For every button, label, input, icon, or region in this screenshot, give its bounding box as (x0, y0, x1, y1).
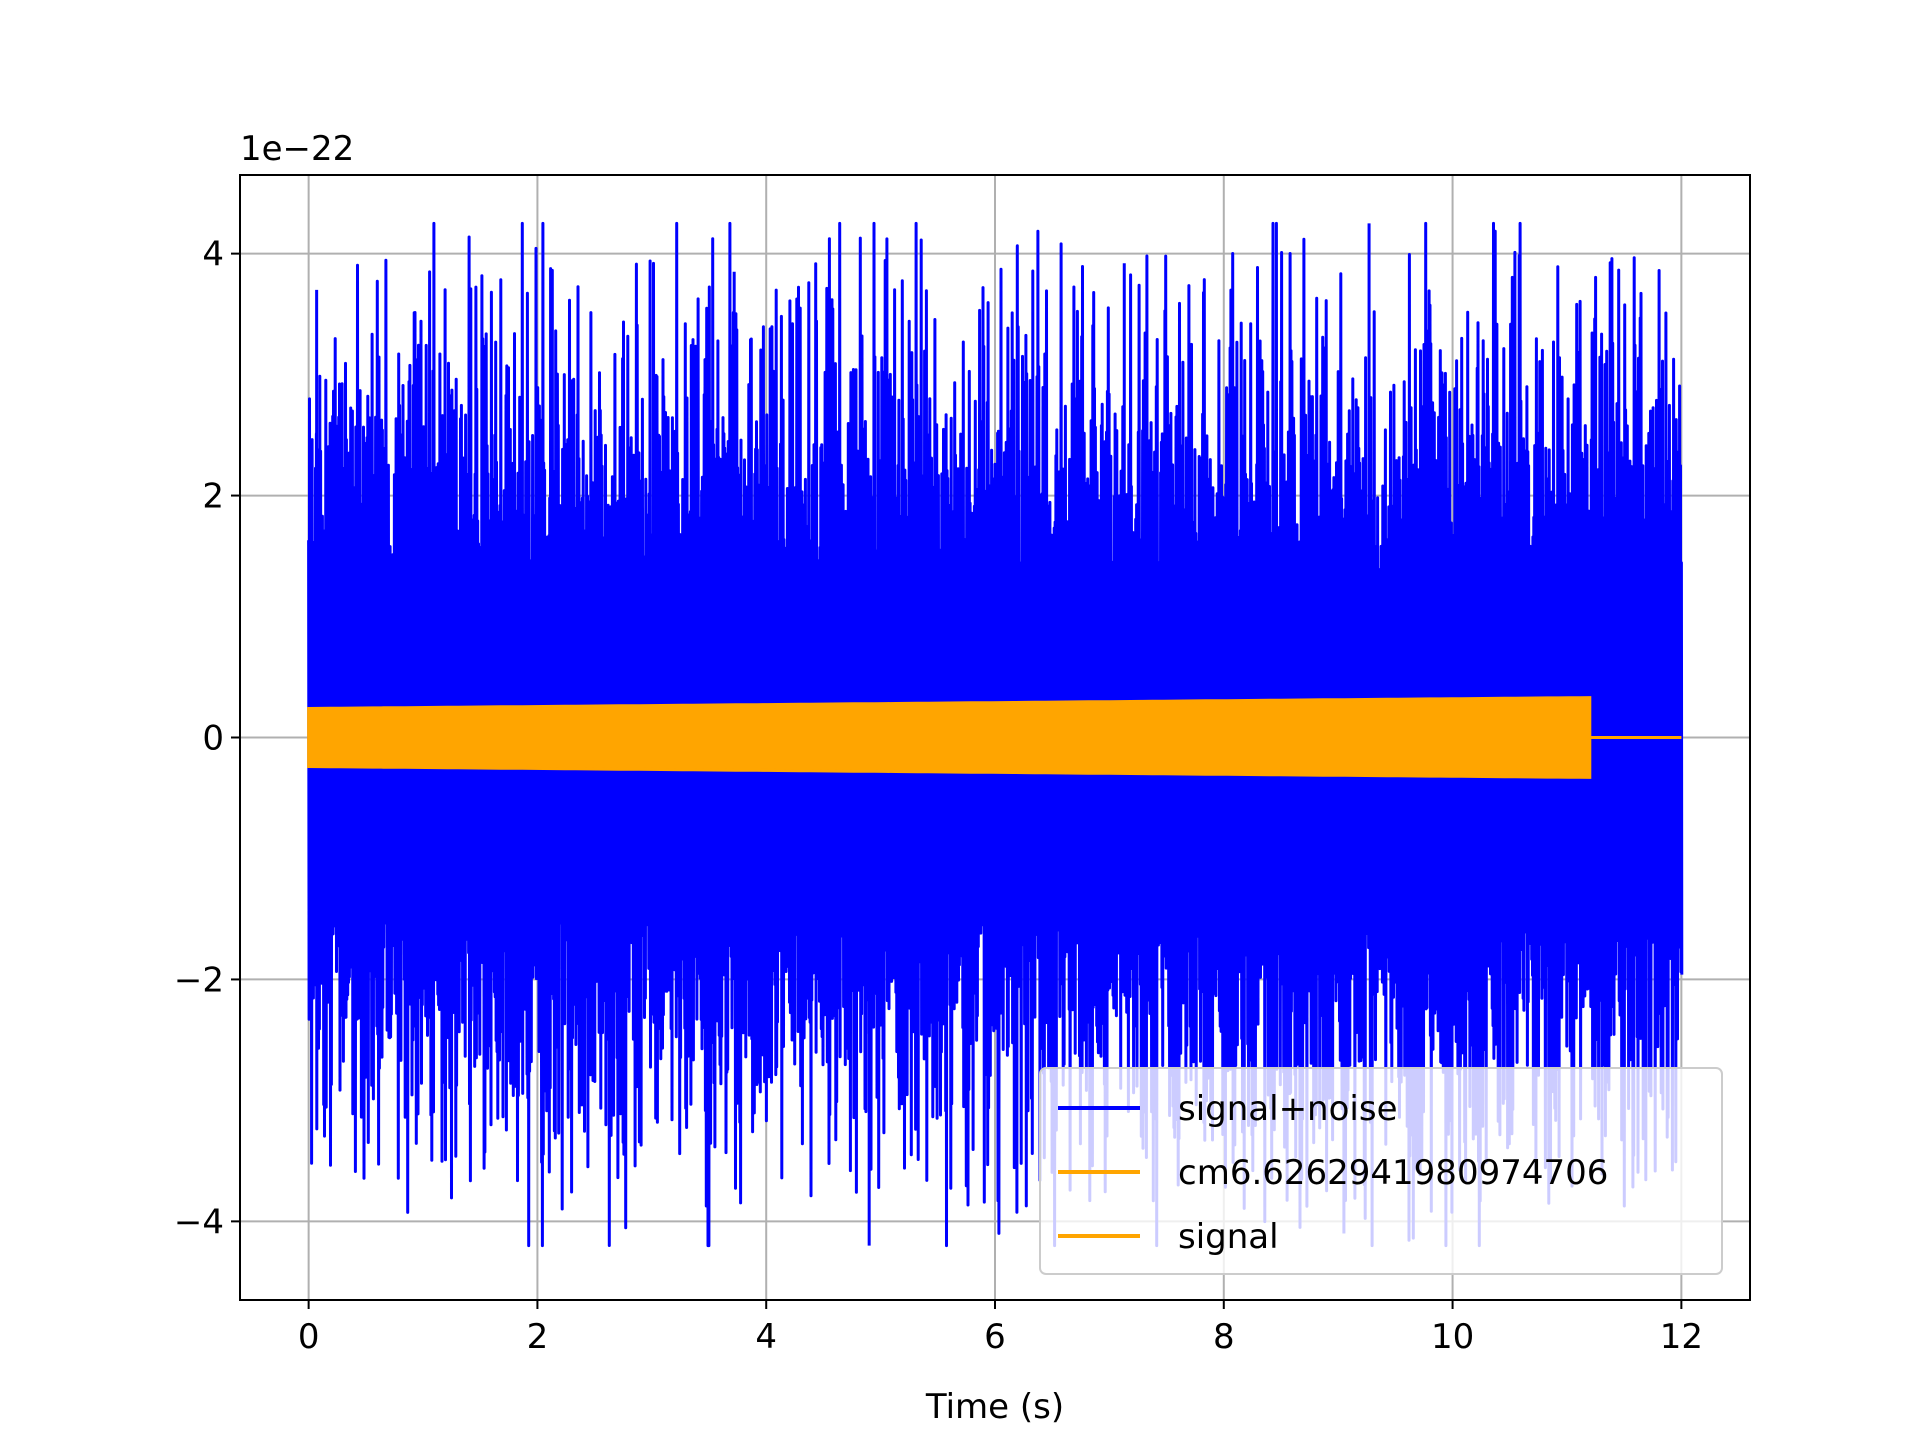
legend-label: signal+noise (1178, 1089, 1398, 1129)
x-tick-label: 6 (984, 1317, 1006, 1357)
x-axis-label: Time (s) (925, 1387, 1064, 1427)
x-tick-label: 8 (1213, 1317, 1235, 1357)
x-tick-label: 12 (1660, 1317, 1703, 1357)
legend-label: signal (1178, 1217, 1279, 1257)
x-tick-label: 4 (755, 1317, 777, 1357)
x-axis: 0 2 4 6 8 10 12 (298, 1300, 1703, 1357)
y-tick-label: 0 (202, 719, 224, 759)
x-tick-label: 2 (527, 1317, 549, 1357)
y-tick-label: 4 (202, 235, 224, 275)
legend: signal+noise cm6.6262941980974706 signal (1039, 1067, 1723, 1275)
y-tick-label: −2 (174, 960, 224, 1000)
x-tick-label: 10 (1431, 1317, 1474, 1357)
y-axis: −4 −2 0 2 4 (174, 235, 240, 1242)
legend-label: cm6.6262941980974706 (1178, 1153, 1608, 1193)
legend-box (1039, 1067, 1723, 1275)
y-offset-label: 1e−22 (240, 129, 354, 169)
y-tick-label: 2 (202, 477, 224, 517)
y-tick-label: −4 (174, 1202, 224, 1242)
x-tick-label: 0 (298, 1317, 320, 1357)
